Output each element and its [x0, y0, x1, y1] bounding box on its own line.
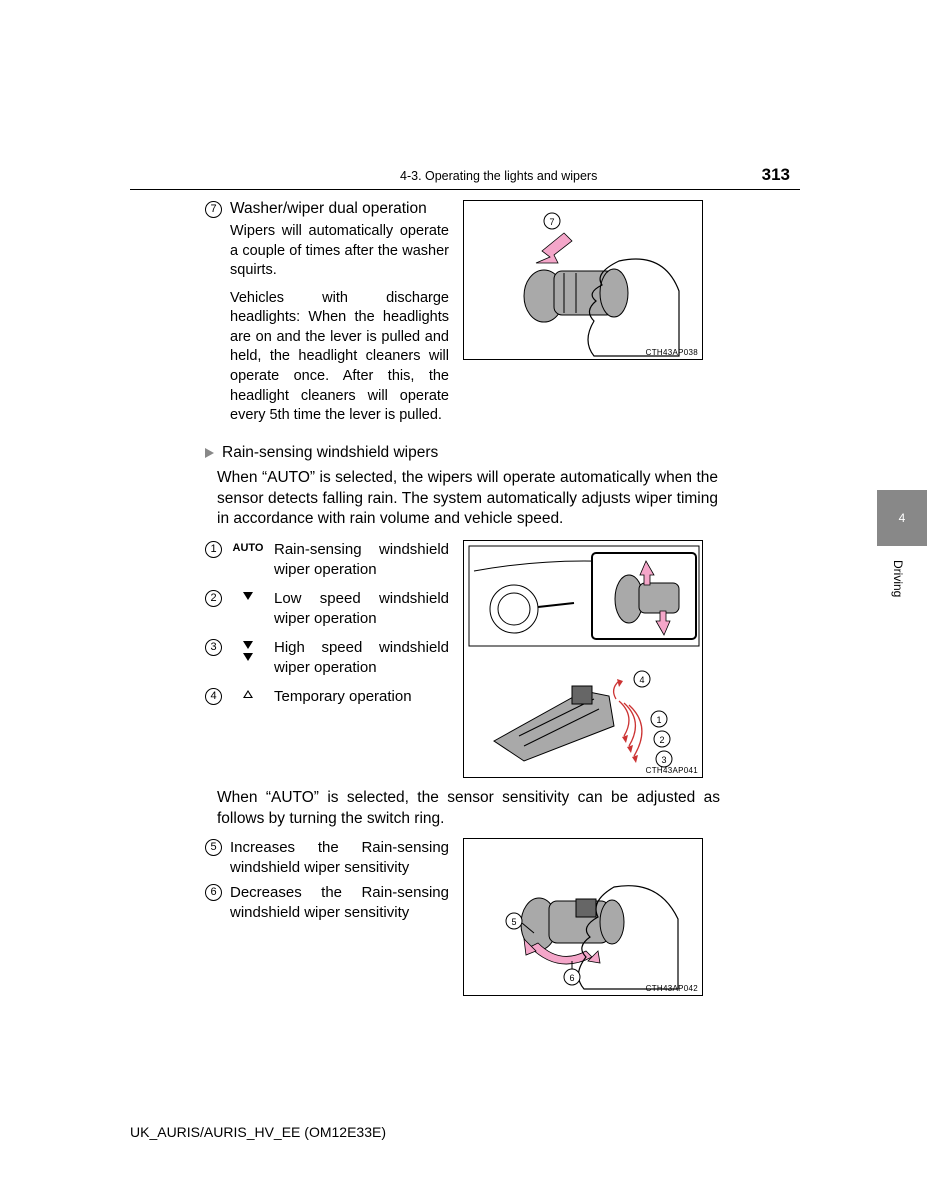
page-header: 4-3. Operating the lights and wipers 313 [130, 165, 800, 190]
section-title: 4-3. Operating the lights and wipers [400, 169, 597, 183]
mode-number: 1 [205, 541, 222, 558]
svg-text:6: 6 [569, 973, 574, 983]
footer-text: UK_AURIS/AURIS_HV_EE (OM12E33E) [130, 1124, 386, 1140]
sensitivity-number: 5 [205, 839, 222, 856]
figure-7-caption: CTH43AP038 [646, 348, 698, 357]
mode-number: 4 [205, 688, 222, 705]
subsection-title: Rain-sensing windshield wipers [222, 444, 438, 462]
mode-number: 2 [205, 590, 222, 607]
mode-text: High speed windshield wiper operation [274, 638, 449, 677]
step-7-number: 7 [205, 201, 222, 218]
mode-symbol-icon [230, 687, 266, 701]
mode-text: Temporary operation [274, 687, 449, 707]
triangle-bullet-icon [205, 448, 214, 458]
sensitivity-number: 6 [205, 884, 222, 901]
sensitivity-intro-text: When “AUTO” is selected, the sensor sens… [217, 788, 720, 830]
mode-number: 3 [205, 639, 222, 656]
step-7-body: Wipers will automatically operate a coup… [230, 222, 449, 426]
fig7-callout: 7 [549, 217, 554, 227]
svg-text:5: 5 [511, 917, 516, 927]
sensitivity-item-6: 6 Decreases the Rain-sensing windshield w… [205, 883, 449, 922]
figure-washer-wiper: 7 CTH43AP038 [463, 200, 703, 360]
svg-text:2: 2 [659, 735, 664, 745]
mode-symbol-icon [230, 589, 266, 603]
chapter-label: Driving [891, 560, 905, 597]
step-7-title: Washer/wiper dual operation [230, 200, 427, 218]
mode-item-3: 3 High speed windshield wiper operation [205, 638, 449, 677]
figure-modes-caption: CTH43AP041 [646, 766, 698, 775]
page-content: 4-3. Operating the lights and wipers 313… [130, 165, 800, 996]
step-7-para-1: Wipers will automatically operate a coup… [230, 222, 449, 281]
page-number: 313 [762, 165, 800, 185]
mode-text: Low speed windshield wiper operation [274, 589, 449, 628]
sensitivity-item-5: 5 Increases the Rain-sensing windshield w… [205, 838, 449, 877]
mode-text: Rain-sensing windshield wiper operation [274, 540, 449, 579]
svg-text:4: 4 [639, 675, 644, 685]
svg-text:1: 1 [656, 715, 661, 725]
sensitivity-text: Decreases the Rain-sensing windshield wi… [230, 883, 449, 922]
figure-sensitivity: 5 6 CTH43AP042 [463, 838, 703, 996]
figure-sens-caption: CTH43AP042 [646, 984, 698, 993]
step-7-para-2: Vehicles with discharge headlights: When… [230, 289, 449, 426]
chapter-number: 4 [899, 511, 906, 525]
mode-symbol-icon [230, 638, 266, 664]
mode-item-4: 4 Temporary operation [205, 687, 449, 707]
figure-wiper-modes: 4 1 2 3 CTH43AP041 [463, 540, 703, 778]
sensitivity-text: Increases the Rain-sensing windshield wi… [230, 838, 449, 877]
mode-item-1: 1 AUTO Rain-sensing windshield wiper opera… [205, 540, 449, 579]
chapter-tab: 4 [877, 490, 927, 546]
mode-symbol-icon: AUTO [230, 540, 266, 554]
svg-text:3: 3 [661, 755, 666, 765]
auto-intro-text: When “AUTO” is selected, the wipers will… [217, 468, 718, 531]
mode-item-2: 2 Low speed windshield wiper operation [205, 589, 449, 628]
